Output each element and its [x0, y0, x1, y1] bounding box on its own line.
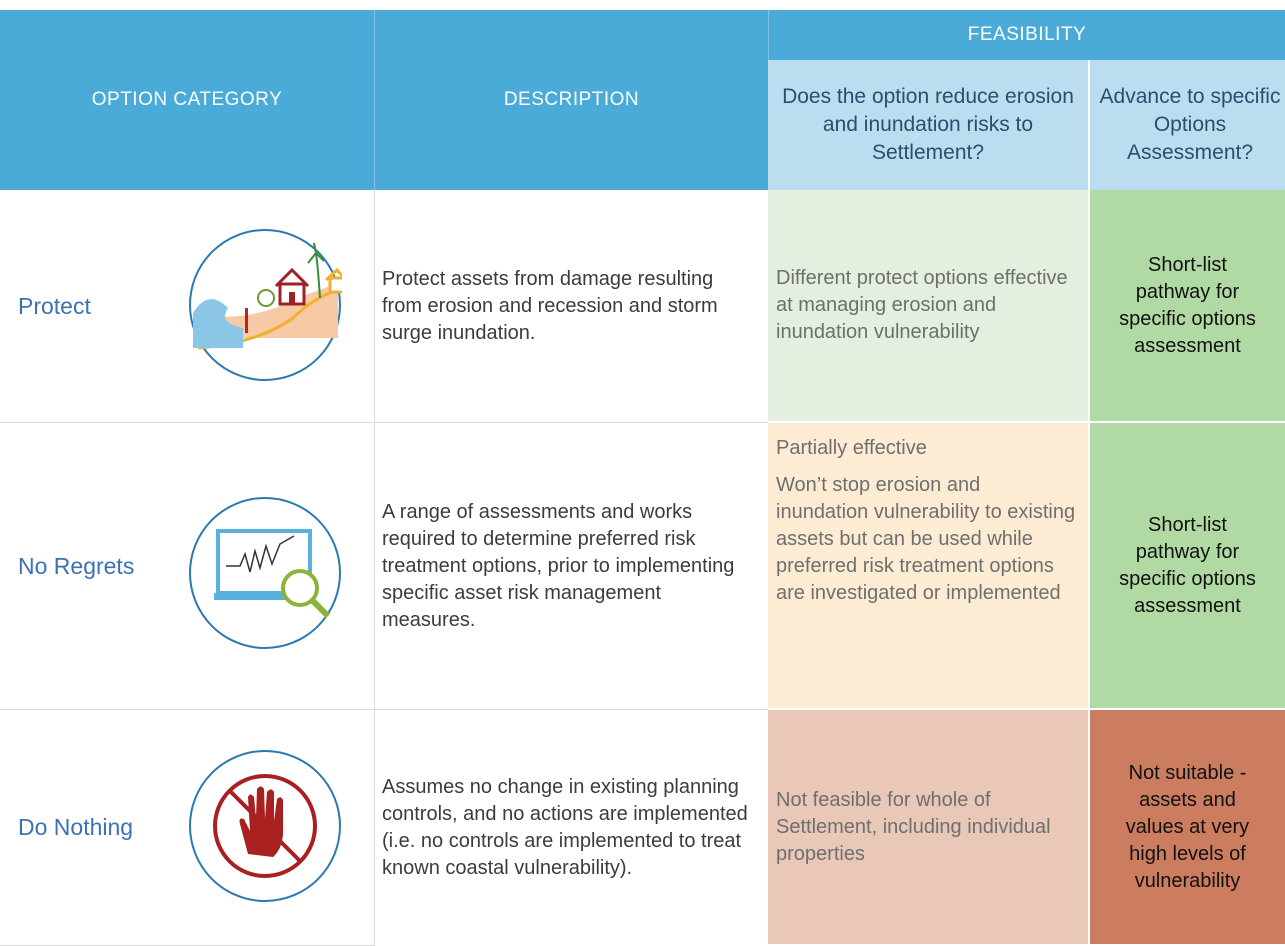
- advance: Short-list pathway for specific options …: [1119, 253, 1256, 357]
- description-cell: Assumes no change in existing planning c…: [375, 710, 768, 946]
- advance: Short-list pathway for specific options …: [1119, 513, 1256, 617]
- advance-cell: Not suitable - assets and values at very…: [1090, 710, 1285, 946]
- header-cell: DESCRIPTION: [375, 10, 768, 190]
- description: A range of assessments and works require…: [382, 500, 735, 631]
- description-cell: Protect assets from damage resulting fro…: [375, 190, 768, 423]
- effectiveness-cell: Different protect options effective at m…: [768, 190, 1090, 423]
- protect-icon: [189, 229, 342, 381]
- effectiveness: Not feasible for whole of Settlement, in…: [776, 788, 1051, 865]
- column-header: Does the option reduce erosion and inund…: [782, 85, 1074, 164]
- category-cell: No Regrets: [0, 423, 375, 710]
- description: Assumes no change in existing planning c…: [382, 776, 748, 879]
- advance-cell: Short-list pathway for specific options …: [1090, 423, 1285, 710]
- subheader-cell: Advance to specific Options Assessment?: [1090, 60, 1285, 190]
- effectiveness: Partially effective: [776, 437, 927, 459]
- column-header: DESCRIPTION: [503, 89, 640, 110]
- effectiveness-cell: Partially effective Won’t stop erosion an…: [768, 423, 1090, 710]
- no-regrets-icon: [189, 497, 341, 649]
- advance-cell: Short-list pathway for specific options …: [1090, 190, 1285, 423]
- group-header: FEASIBILITY: [967, 24, 1087, 45]
- category: Protect: [18, 292, 91, 319]
- category-cell: Protect: [0, 190, 375, 423]
- header-cell: FEASIBILITY: [768, 10, 1285, 60]
- advance: Not suitable - assets and values at very…: [1125, 761, 1250, 892]
- do-nothing-icon: [189, 750, 341, 902]
- subheader-cell: Does the option reduce erosion and inund…: [768, 60, 1090, 190]
- effectiveness: Different protect options effective at m…: [776, 267, 1068, 343]
- header-cell: OPTION CATEGORY: [0, 10, 375, 190]
- column-header: OPTION CATEGORY: [91, 89, 283, 110]
- description: Protect assets from damage resulting fro…: [382, 267, 718, 344]
- effectiveness: Won’t stop erosion and inundation vulner…: [776, 474, 1076, 604]
- column-header: Advance to specific Options Assessment?: [1099, 85, 1281, 164]
- category: Do Nothing: [18, 814, 134, 840]
- category: No Regrets: [18, 552, 135, 579]
- description-cell: A range of assessments and works require…: [375, 423, 768, 710]
- effectiveness-cell: Not feasible for whole of Settlement, in…: [768, 710, 1090, 946]
